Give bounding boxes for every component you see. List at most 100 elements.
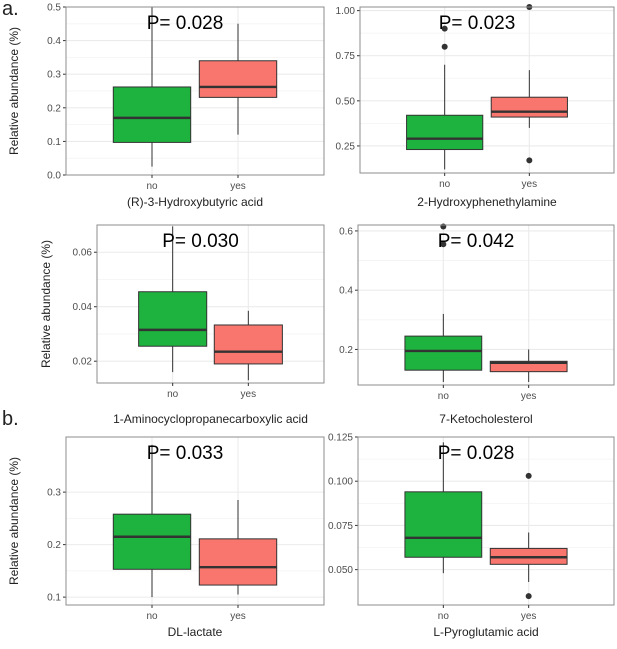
y-tick-label: 0.3 [47,70,61,81]
x-tick-label: yes [230,611,246,622]
x-tick-label: no [167,389,179,400]
box-iqr [406,114,484,151]
y-tick-label: 0.2 [339,345,353,356]
box-iqr [213,324,283,365]
box-yes [198,23,278,135]
y-tick-label: 0.1 [47,137,61,148]
y-tick-label: 0.4 [47,36,61,47]
y-tick-label: 0.6 [339,226,353,237]
box-no [404,223,483,383]
box-no [406,25,484,170]
y-axis-title: Relative abundance (%) [7,27,21,155]
plot-frame [357,224,615,386]
x-axis-title: 1-Aminocyclopropanecarboxylic acid [113,412,308,426]
x-tick-label: yes [241,389,257,400]
y-tick-label: 0.25 [336,141,356,152]
x-axis-title: DL-lactate [168,625,223,639]
x-tick-label: no [438,611,450,622]
x-tick-label: yes [230,181,246,192]
y-tick-label: 0.100 [328,477,353,488]
plot-frame [65,6,325,176]
outlier-point [441,25,448,32]
y-tick-label: 0.075 [328,521,353,532]
box-yes [489,472,568,600]
p-value-label: P= 0.028 [147,13,224,34]
box-yes [213,310,283,381]
plot-frame [65,436,325,606]
outlier-point [440,241,447,248]
x-axis-title: 7-Ketocholesterol [439,412,532,426]
y-tick-label: 0.2 [47,540,61,551]
outlier-point [525,593,532,600]
x-tick-label: no [146,181,158,192]
y-tick-label: 0.4 [339,286,353,297]
box-no [138,226,208,373]
y-tick-label: 0.1 [47,593,61,604]
x-tick-label: yes [522,179,538,190]
y-tick-label: 0.06 [73,248,93,259]
outlier-point [441,43,448,50]
plot-frame [357,436,615,606]
y-tick-label: 0.04 [73,302,93,313]
x-tick-label: no [146,611,158,622]
x-tick-label: no [438,391,450,402]
y-tick-label: 0.50 [336,96,356,107]
boxplot-panel-6: 0.050 0.075 0.100 0.125 no yes L-Pyroglutamic … [328,433,615,639]
p-value-label: P= 0.028 [438,443,515,464]
y-axis-title: Relative abundance (%) [39,240,53,368]
section-label-a: a. [2,0,19,20]
outlier-point [525,472,532,479]
p-value-label: P= 0.042 [438,231,515,252]
p-value-label: P= 0.030 [162,231,239,252]
boxplot-panel-2: 0.25 0.50 0.75 1.00 no yes 2-Hydroxyphenethyla… [336,4,615,209]
plot-background [358,437,614,605]
y-tick-label: 0.02 [73,357,93,368]
box-iqr [198,60,278,98]
y-axis-title: Relative abundance (%) [7,457,21,585]
x-tick-label: yes [521,611,537,622]
y-tick-label: 0.125 [328,433,353,444]
plot-background [97,225,324,383]
y-tick-label: 0.050 [328,565,353,576]
y-tick-label: 0.2 [47,103,61,114]
box-iqr [404,335,483,371]
box-iqr [138,291,208,347]
boxplot-panel-4: 0.2 0.4 0.6 no yes 7-Ketocholesterol P= 0.042 [339,223,615,426]
box-no [112,444,192,598]
y-tick-label: 0.5 [47,3,61,14]
x-tick-label: no [439,179,451,190]
y-tick-label: 1.00 [336,6,356,17]
y-tick-label: 0.3 [47,488,61,499]
p-value-label: P= 0.023 [439,13,516,34]
plot-frame [96,224,325,384]
x-tick-label: yes [521,391,537,402]
box-no [112,7,192,167]
box-iqr [490,96,568,118]
x-axis-title: L-Pyroglutamic acid [433,625,538,639]
box-no [404,442,483,574]
box-yes [489,349,568,383]
boxplot-panel-5: 0.1 0.2 0.3 no yes DL-lactate Relative abundan… [7,436,325,639]
box-iqr [489,360,568,373]
box-iqr [112,513,192,570]
plot-background [360,7,614,173]
outlier-point [526,157,533,164]
plot-background [66,437,324,605]
box-iqr [198,538,278,586]
plot-background [358,225,614,385]
section-label-b: b. [2,408,19,430]
box-yes [490,4,568,164]
box-yes [198,500,278,595]
plot-frame [359,6,615,174]
y-tick-label: 0.75 [336,51,356,62]
boxplot-panel-1: 0.0 0.1 0.2 0.3 0.4 0.5 no yes (R)-3-Hydroxybuty… [7,3,325,209]
x-axis-title: 2-Hydroxyphenethylamine [417,195,557,209]
p-value-label: P= 0.033 [147,443,224,464]
y-tick-label: 0.0 [47,171,61,182]
box-iqr [112,86,192,143]
x-axis-title: (R)-3-Hydroxybutyric acid [127,195,263,209]
outlier-point [440,223,447,230]
box-iqr [404,491,483,558]
boxplot-panel-3: 0.02 0.04 0.06 no yes 1-Aminocyclopropanecarb… [39,224,325,426]
